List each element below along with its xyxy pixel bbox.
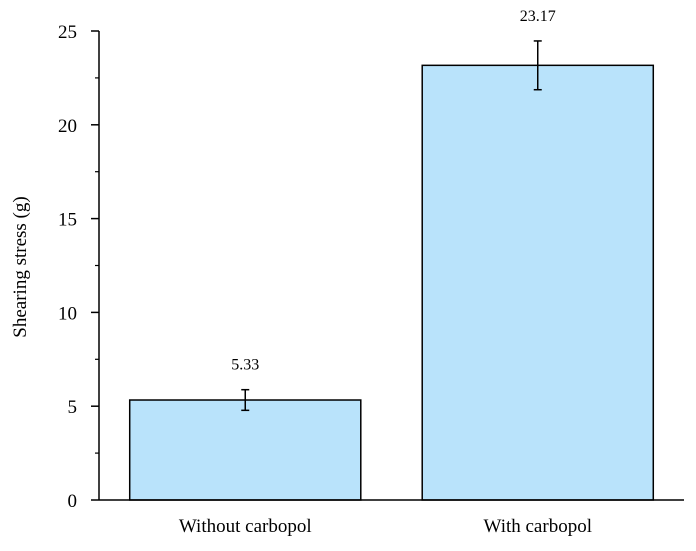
y-tick-label: 15 [58, 210, 77, 231]
y-tick-label: 10 [58, 303, 77, 324]
bar-value-label: 5.33 [231, 357, 259, 374]
y-tick-label: 25 [58, 22, 77, 43]
x-category-label: Without carbopol [179, 516, 312, 537]
y-tick-label: 0 [68, 491, 78, 512]
error-bar [533, 40, 542, 91]
y-axis-title: Shearing stress (g) [10, 196, 31, 337]
y-tick-label: 5 [68, 397, 78, 418]
bar [421, 64, 655, 501]
bars-group: 5.33 23.17 [128, 8, 655, 501]
bar [128, 399, 362, 501]
error-bar [241, 388, 250, 412]
x-axis: Without carbopol With carbopol [179, 516, 592, 537]
y-axis: 0 5 10 15 20 25 [58, 22, 99, 512]
y-tick-label: 20 [58, 116, 77, 137]
bar-value-label: 23.17 [520, 8, 556, 25]
x-category-label: With carbopol [484, 516, 592, 537]
